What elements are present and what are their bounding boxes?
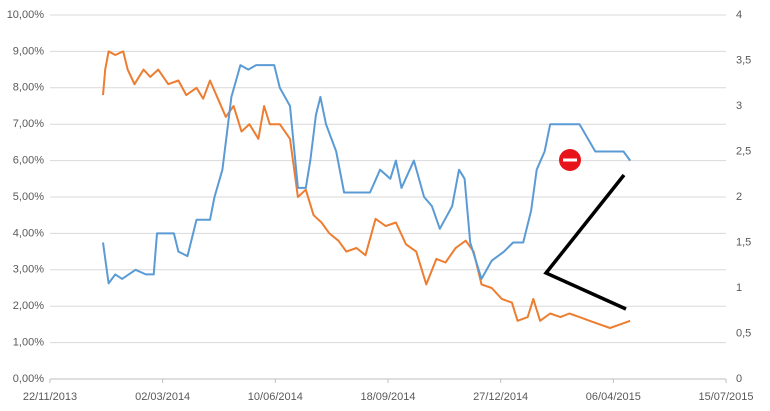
series-line [102,50,631,329]
y2-tick-label: 0 [736,373,742,385]
plot-area: 0,00% 1,00% 2,00% 3,00% 4,00% 5,00% 6,00% 7,00%… [7,9,754,403]
y-tick-label: 0,00% [13,373,44,385]
y-tick-label: 2,00% [13,300,44,312]
y-tick-label: 5,00% [13,191,44,203]
y-tick-label: 9,00% [13,45,44,57]
annotation [543,149,627,311]
x-tick-label: 06/04/2015 [586,391,641,403]
y2-tick-label: 4 [736,9,742,21]
y-tick-label: 6,00% [13,155,44,167]
y-tick-label: 1,00% [13,337,44,349]
y-tick-label: 10,00% [7,9,45,21]
y2-tick-label: 1,5 [736,236,751,248]
y2-tick-label: 2,5 [736,145,751,157]
x-tick-label: 27/12/2014 [473,391,528,403]
y-tick-label: 8,00% [13,82,44,94]
x-tick-label: 02/03/2014 [135,391,190,403]
x-tick-label: 15/07/2015 [698,391,753,403]
series-line [102,64,632,285]
y2-tick-label: 2 [736,191,742,203]
y-tick-label: 7,00% [13,118,44,130]
y2-tick-label: 3 [736,100,742,112]
y-tick-label: 4,00% [13,227,44,239]
y2-tick-label: 0,5 [736,327,751,339]
x-tick-label: 18/09/2014 [360,391,415,403]
y2-tick-label: 1 [736,282,742,294]
drawn-stroke [543,173,627,311]
x-tick-label: 10/06/2014 [248,391,303,403]
y2-tick-label: 3,5 [736,54,751,66]
y-tick-label: 3,00% [13,264,44,276]
x-tick-label: 22/11/2013 [23,391,77,403]
marker-minus [563,158,577,162]
